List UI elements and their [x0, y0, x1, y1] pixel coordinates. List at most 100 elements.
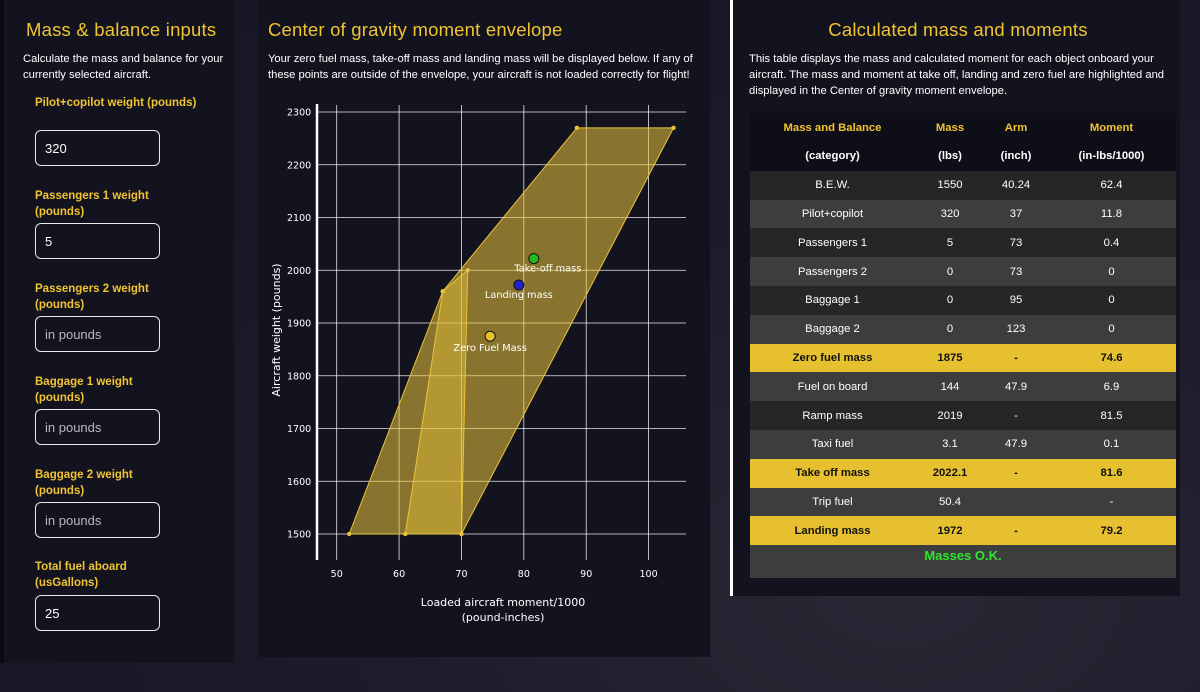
- cell-arm: 37: [985, 199, 1047, 229]
- baggage-2-weight-input[interactable]: [35, 502, 160, 538]
- table-row: Taxi fuel 3.1 47.9 0.1: [750, 429, 1176, 459]
- cell-category: Landing mass: [750, 516, 915, 546]
- x-tick-label: 50: [331, 569, 343, 580]
- table-row: Zero fuel mass 1875-74.6: [750, 343, 1176, 373]
- y-tick-label: 2100: [287, 213, 311, 224]
- envelope-vertex: [403, 531, 408, 537]
- table-row: Passengers 1 5 73 0.4: [750, 228, 1176, 258]
- table-panel: Calculated mass and moments This table d…: [730, 0, 1180, 596]
- cell-arm: -: [985, 516, 1047, 546]
- passengers-1-weight-label: Passengers 1 weight (pounds): [35, 190, 149, 218]
- table-row: Baggage 2 0 123 0: [750, 314, 1176, 344]
- cell-moment: 74.6: [1047, 343, 1176, 373]
- x-tick-label: 90: [580, 569, 592, 580]
- table-panel-description: This table displays the mass and calcula…: [749, 53, 1165, 97]
- y-tick-label: 2200: [287, 160, 311, 171]
- table-row: Ramp mass 2019-81.5: [750, 401, 1176, 430]
- pilot-copilot-weight-input[interactable]: [35, 130, 160, 166]
- cell-mass: 1550: [915, 170, 985, 200]
- y-tick-label: 1900: [287, 319, 311, 330]
- header-mass-and-balance: Mass and Balance: [750, 113, 915, 142]
- point-label: Zero Fuel Mass: [453, 343, 527, 354]
- cell-mass: 1875: [915, 343, 985, 373]
- cell-moment: -: [1047, 487, 1176, 517]
- x-tick-label: 60: [393, 569, 405, 580]
- unit-inch: (inch): [985, 142, 1047, 171]
- pilot-copilot-weight-label: Pilot+copilot weight (pounds): [35, 97, 197, 109]
- passengers-2-weight-label: Passengers 2 weight (pounds): [35, 283, 149, 311]
- cell-category: Pilot+copilot: [750, 199, 915, 229]
- table-row: Landing mass 1972-79.2: [750, 516, 1176, 546]
- cell-arm: 40.24: [985, 170, 1047, 200]
- cell-category: Fuel on board: [750, 372, 915, 402]
- table-panel-title: Calculated mass and moments: [828, 19, 1088, 40]
- y-tick-label: 2300: [287, 108, 311, 119]
- cell-moment: 62.4: [1047, 170, 1176, 200]
- table-row: Pilot+copilot 320 37 11.8: [750, 199, 1176, 229]
- envelope-vertex: [346, 531, 352, 537]
- point-label: Take-off mass: [513, 264, 581, 275]
- envelope-panel-title: Center of gravity moment envelope: [268, 19, 563, 40]
- cell-arm: -: [985, 401, 1047, 430]
- cell-category: Take off mass: [750, 458, 915, 488]
- header-arm: Arm: [985, 113, 1047, 142]
- envelope-vertex: [574, 125, 580, 131]
- masses-status: Masses O.K.: [924, 548, 1002, 564]
- cell-moment: 11.8: [1047, 199, 1176, 229]
- table-row: Passengers 2 0 73 0: [750, 257, 1176, 286]
- x-tick-label: 100: [640, 569, 658, 580]
- table-row: Fuel on board 144 47.9 6.9: [750, 372, 1176, 402]
- unit-category: (category): [750, 142, 915, 171]
- y-tick-label: 1800: [287, 371, 311, 382]
- cell-mass: 0: [915, 257, 985, 286]
- inputs-panel-title: Mass & balance inputs: [26, 19, 217, 40]
- envelope-vertex: [671, 125, 676, 131]
- y-tick-label: 2000: [287, 266, 311, 277]
- cell-arm: 73: [985, 228, 1047, 258]
- cell-moment: 81.5: [1047, 401, 1176, 430]
- cell-category: Trip fuel: [750, 487, 915, 517]
- point-marker: [484, 330, 496, 342]
- cell-mass: 320: [915, 199, 985, 229]
- cell-moment: 6.9: [1047, 372, 1176, 402]
- cell-moment: 0: [1047, 285, 1176, 315]
- cell-arm: 73: [985, 257, 1047, 286]
- unit-moment: (in-lbs/1000): [1047, 142, 1176, 171]
- cell-arm: 47.9: [985, 372, 1047, 402]
- header-mass: Mass: [915, 113, 985, 142]
- cell-moment: 0.4: [1047, 228, 1176, 258]
- x-tick-label: 70: [455, 569, 467, 580]
- envelope-panel: Center of gravity moment envelope Your z…: [258, 0, 710, 657]
- cell-arm: -: [985, 343, 1047, 373]
- cell-category: Passengers 2: [750, 257, 915, 286]
- point-marker: [528, 253, 540, 265]
- envelope-vertex: [459, 531, 464, 537]
- inputs-panel: Mass & balance inputs Calculate the mass…: [0, 0, 234, 663]
- cell-arm: -: [985, 458, 1047, 488]
- cell-moment: 0: [1047, 314, 1176, 344]
- baggage-1-weight-input[interactable]: [35, 409, 160, 445]
- table-row: Trip fuel 50.4 -: [750, 487, 1176, 517]
- passengers-1-weight-input[interactable]: [35, 223, 160, 259]
- cell-mass: 5: [915, 228, 985, 258]
- cell-moment: 79.2: [1047, 516, 1176, 546]
- cell-category: Baggage 1: [750, 285, 915, 315]
- baggage-2-weight-label: Baggage 2 weight (pounds): [35, 469, 133, 497]
- total-fuel-input[interactable]: [35, 595, 160, 631]
- y-tick-label: 1600: [287, 477, 311, 488]
- passengers-2-weight-input[interactable]: [35, 316, 160, 352]
- cell-arm: 47.9: [985, 429, 1047, 459]
- envelope-vertex: [440, 289, 445, 294]
- x-axis-unit-label: (pound-inches): [462, 611, 545, 624]
- envelope-vertex: [465, 268, 470, 273]
- header-moment: Moment: [1047, 113, 1176, 142]
- table-row: B.E.W. 1550 40.24 62.4: [750, 170, 1176, 200]
- point-marker: [513, 279, 525, 291]
- table-units-row: (category) (lbs) (inch) (in-lbs/1000): [750, 142, 1176, 171]
- cell-arm: [985, 487, 1047, 517]
- cell-mass: 3.1: [915, 429, 985, 459]
- table-header-row: Mass and Balance Mass Arm Moment: [750, 113, 1176, 142]
- cell-mass: 2022.1: [915, 458, 985, 488]
- cell-moment: 0.1: [1047, 429, 1176, 459]
